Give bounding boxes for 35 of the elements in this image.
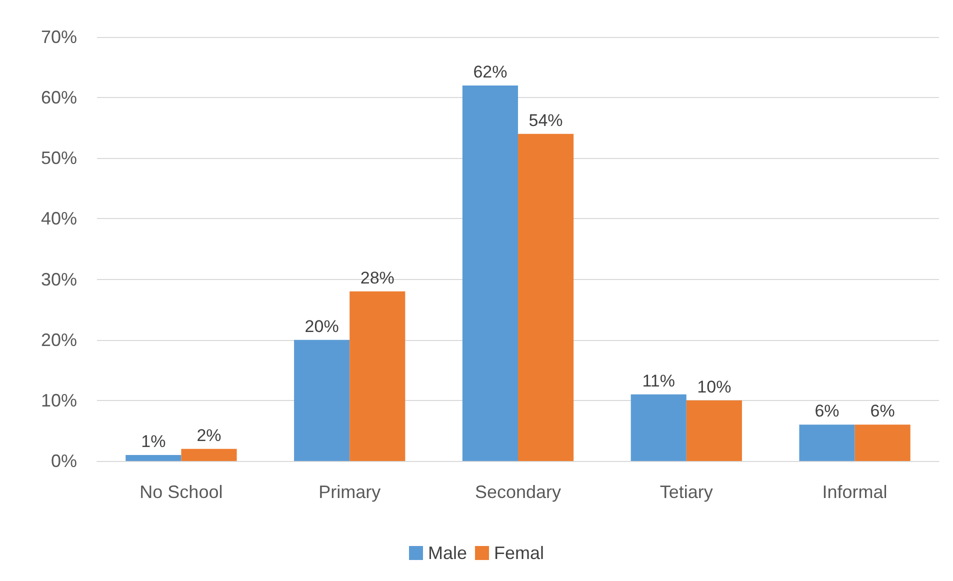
data-label: 2% (196, 426, 222, 445)
x-tick-label: Secondary (474, 482, 562, 502)
x-tick-label: Tetiary (660, 482, 713, 502)
legend-label: Male (428, 543, 468, 563)
bar (181, 448, 237, 461)
x-tick-label: Informal (822, 482, 888, 502)
x-tick-label: Primary (318, 482, 381, 502)
data-label: 62% (473, 62, 508, 82)
bar (854, 424, 910, 461)
data-label: 11% (642, 371, 675, 390)
bar (630, 394, 686, 461)
y-tick-label: 60% (40, 88, 77, 108)
data-label: 28% (360, 268, 394, 288)
data-label: 10% (697, 377, 732, 396)
data-label: 54% (528, 110, 563, 130)
y-tick-label: 40% (40, 208, 77, 229)
y-tick-label: 0% (50, 451, 77, 471)
bar (350, 291, 406, 461)
y-tick-label: 30% (40, 269, 77, 290)
data-label: 20% (304, 316, 339, 336)
x-tick-label: No School (140, 482, 223, 502)
y-tick-label: 50% (40, 148, 77, 168)
y-tick-label: 20% (40, 330, 77, 350)
data-label: 6% (870, 402, 895, 421)
y-tick-label: 10% (40, 390, 77, 410)
bar (518, 134, 574, 461)
bar (294, 340, 350, 461)
y-tick-label: 70% (40, 27, 77, 47)
legend-label: Femal (494, 543, 544, 563)
bar (462, 85, 518, 461)
bar (799, 424, 855, 461)
bar (686, 400, 742, 461)
data-label: 1% (141, 432, 166, 451)
bar (126, 454, 182, 461)
data-label: 6% (814, 402, 840, 421)
